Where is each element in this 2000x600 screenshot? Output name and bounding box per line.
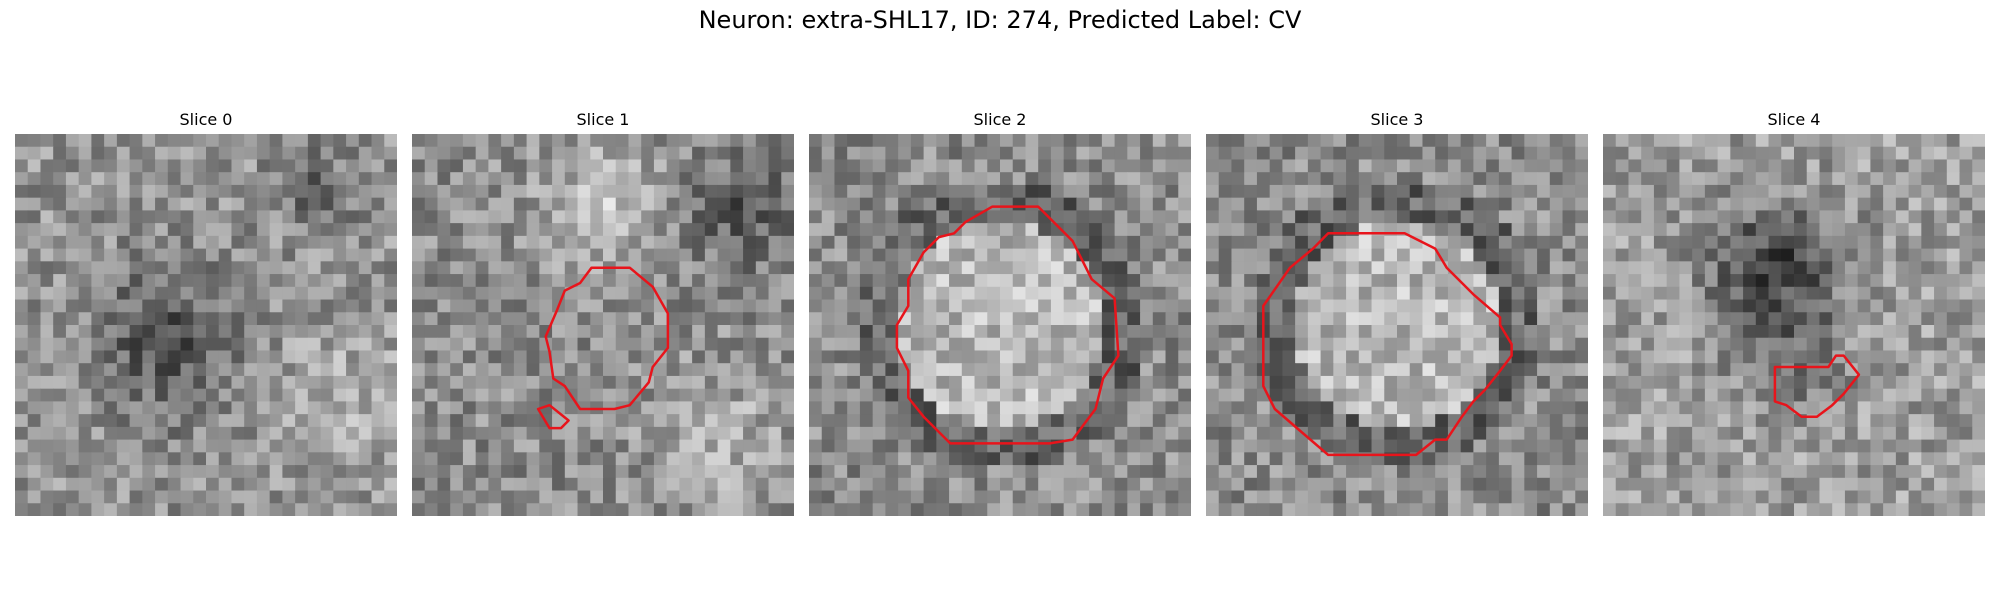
slice-panel-3: Slice 3 bbox=[1206, 110, 1588, 516]
slice-panel-1: Slice 1 bbox=[412, 110, 794, 516]
slice-title: Slice 2 bbox=[973, 110, 1027, 129]
slice-title: Slice 0 bbox=[179, 110, 233, 129]
slice-title: Slice 4 bbox=[1767, 110, 1821, 129]
slice-image-0 bbox=[15, 134, 397, 516]
slice-panel-0: Slice 0 bbox=[15, 110, 397, 516]
slice-image-4 bbox=[1603, 134, 1985, 516]
segmentation-contour bbox=[536, 403, 570, 430]
segmentation-contour bbox=[895, 205, 1120, 445]
slice-image-2 bbox=[809, 134, 1191, 516]
slice-title: Slice 1 bbox=[576, 110, 630, 129]
segmentation-contour bbox=[1773, 354, 1861, 418]
slice-panel-2: Slice 2 bbox=[809, 110, 1191, 516]
figure-title: Neuron: extra-SHL17, ID: 274, Predicted … bbox=[698, 6, 1302, 34]
slice-image-1 bbox=[412, 134, 794, 516]
slice-panel-4: Slice 4 bbox=[1603, 110, 1985, 516]
segmentation-contour bbox=[544, 266, 670, 411]
slice-title: Slice 3 bbox=[1370, 110, 1424, 129]
segmentation-contour bbox=[1262, 232, 1513, 457]
slice-image-3 bbox=[1206, 134, 1588, 516]
